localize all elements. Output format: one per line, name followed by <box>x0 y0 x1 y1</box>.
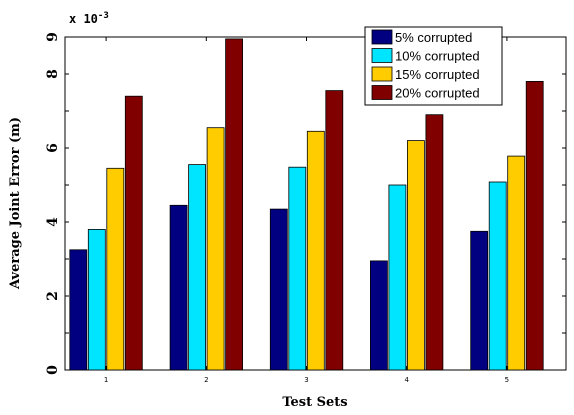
bar-series1-set1 <box>69 249 88 371</box>
legend-swatch-series4 <box>371 85 393 100</box>
bar-series4-set5 <box>525 81 544 371</box>
bar-series2-set2 <box>188 164 207 371</box>
bar-series4-set3 <box>325 90 344 371</box>
bar-series3-set4 <box>406 140 425 371</box>
legend-swatch-series3 <box>371 66 393 82</box>
legend-label-series4: 20% corrupted <box>395 86 480 101</box>
legend: 5% corrupted 10% corrupted 15% corrupted 20… <box>364 26 503 106</box>
y-tick-label: 0 <box>45 365 61 375</box>
bar-series2-set4 <box>388 184 407 371</box>
x-tick-label: 1 <box>104 376 108 384</box>
bar-series3-set3 <box>306 130 325 371</box>
bar-series2-set3 <box>288 166 307 371</box>
legend-label-series1: 5% corrupted <box>395 30 472 45</box>
y-tick-label: 9 <box>45 32 61 42</box>
x-tick-label: 5 <box>505 376 509 384</box>
legend-label-series2: 10% corrupted <box>395 49 480 64</box>
legend-swatch-series2 <box>371 48 393 63</box>
y-tick-label: 8 <box>45 69 61 79</box>
x-axis-label: Test Sets <box>282 395 347 410</box>
bar-series3-set5 <box>507 155 526 371</box>
bar-series1-set5 <box>470 230 489 371</box>
bar-series4-set4 <box>425 114 444 371</box>
x-tick-label: 2 <box>204 376 208 384</box>
y-tick-label: 4 <box>45 217 61 227</box>
y-multiplier-label: x 10-3 <box>69 11 109 26</box>
y-tick-label: 6 <box>45 143 61 153</box>
bar-series3-set2 <box>206 127 225 371</box>
y-tick-label: 2 <box>45 291 61 301</box>
bar-series1-set4 <box>369 260 388 371</box>
bar-series4-set2 <box>225 38 244 371</box>
bar-series4-set1 <box>124 95 143 371</box>
y-axis: 0 2 4 6 8 9 <box>45 32 566 375</box>
bar-series1-set3 <box>269 208 288 371</box>
bar-series1-set2 <box>169 204 188 371</box>
legend-swatch-series1 <box>371 29 393 45</box>
bars-layer <box>69 38 544 371</box>
bar-series3-set1 <box>106 167 125 371</box>
y-axis-label: Average Joint Error (m) <box>8 117 23 290</box>
x-tick-label: 4 <box>404 376 409 384</box>
legend-label-series3: 15% corrupted <box>395 67 480 82</box>
bar-series2-set5 <box>488 181 507 371</box>
x-tick-label: 3 <box>304 376 308 384</box>
bar-series2-set1 <box>87 228 106 371</box>
